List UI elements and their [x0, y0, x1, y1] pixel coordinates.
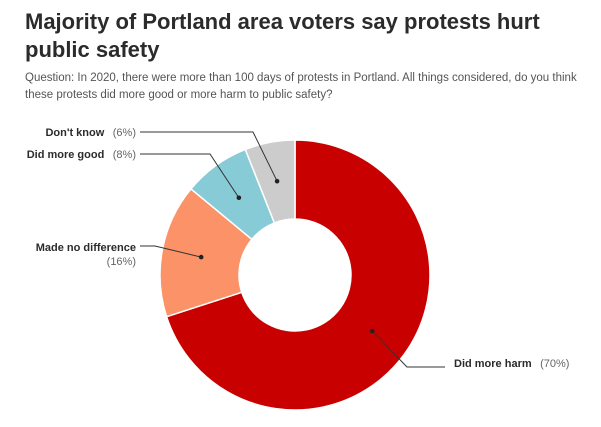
label-dont-know-name: Don't know	[45, 127, 104, 139]
label-dont-know: Don't know (6%)	[45, 123, 136, 140]
donut-slices	[159, 139, 431, 411]
leader-dot-did-more-harm	[369, 328, 375, 334]
leader-dot-don-t-know	[274, 178, 280, 184]
slice-did-more-harm	[165, 139, 431, 411]
leader-did-more-harm	[371, 330, 445, 368]
leader-did-more-good	[140, 153, 240, 199]
label-did-more-harm-pct: (70%)	[540, 358, 569, 370]
label-made-no-difference-pct: (16%)	[107, 256, 136, 268]
label-dont-know-pct: (6%)	[113, 127, 136, 139]
label-did-more-harm: Did more harm (70%)	[454, 354, 569, 371]
leader-made-no-difference	[140, 245, 202, 258]
label-did-more-good-pct: (8%)	[113, 149, 136, 161]
leader-dot-made-no-difference	[198, 254, 204, 260]
label-made-no-difference-name: Made no difference	[36, 242, 136, 254]
slice-don-t-know	[244, 139, 296, 224]
chart-title: Majority of Portland area voters say pro…	[25, 9, 540, 62]
label-did-more-good-name: Did more good	[27, 149, 105, 161]
label-did-more-harm-name: Did more harm	[454, 358, 532, 370]
label-did-more-good: Did more good (8%)	[27, 145, 136, 162]
leader-dot-did-more-good	[236, 195, 242, 201]
chart-subtitle: Question: In 2020, there were more than …	[25, 72, 577, 101]
callout-leaders	[140, 131, 445, 368]
leader-don-t-know	[140, 131, 278, 182]
